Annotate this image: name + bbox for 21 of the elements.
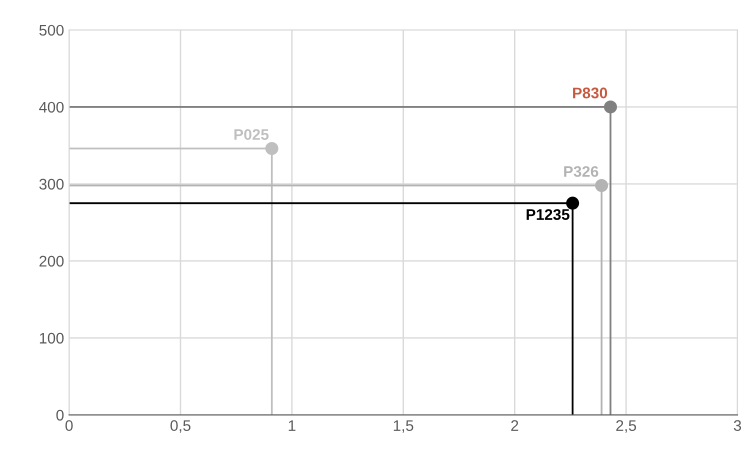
series-label: P1235 — [526, 209, 570, 220]
x-tick-label: 3 — [734, 420, 742, 431]
series-label: P025 — [234, 129, 269, 140]
x-tick-label: 1,5 — [394, 420, 414, 433]
series-label: P326 — [564, 166, 598, 177]
y-tick-label: 0 — [56, 410, 64, 421]
x-tick-label: 2,5 — [616, 420, 636, 433]
y-tick-label: 200 — [40, 256, 64, 267]
y-tick-label: 100 — [40, 332, 64, 344]
point — [566, 196, 580, 210]
series-label: P830 — [573, 88, 608, 98]
y-tick-label: 500 — [39, 24, 64, 36]
x-tick-label: 0 — [65, 420, 73, 431]
y-tick-label: 400 — [39, 102, 64, 113]
x-tick-label: 0,5 — [170, 420, 190, 433]
point — [265, 142, 278, 156]
x-tick-label: 1 — [288, 420, 296, 431]
point — [595, 178, 608, 192]
x-tick-label: 2 — [511, 420, 518, 431]
y-tick-label: 300 — [39, 178, 64, 190]
point — [604, 100, 617, 114]
